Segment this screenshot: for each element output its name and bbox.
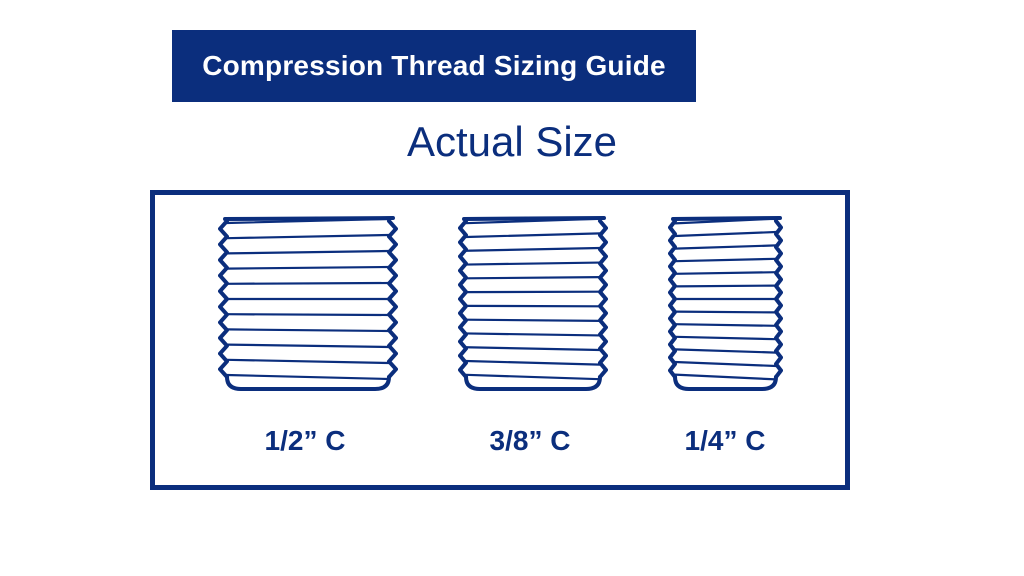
size-label-three-eighths: 3/8” C bbox=[455, 425, 605, 457]
thread-half-icon bbox=[218, 215, 398, 395]
thread-quarter-icon bbox=[668, 215, 783, 395]
threads-row bbox=[155, 215, 845, 405]
labels-row: 1/2” C 3/8” C 1/4” C bbox=[155, 425, 845, 457]
subtitle: Actual Size bbox=[0, 118, 1024, 166]
thread-three-eighths-icon bbox=[458, 215, 608, 395]
title-text: Compression Thread Sizing Guide bbox=[202, 50, 666, 82]
size-frame: 1/2” C 3/8” C 1/4” C bbox=[150, 190, 850, 490]
title-bar: Compression Thread Sizing Guide bbox=[172, 30, 696, 102]
size-label-quarter: 1/4” C bbox=[665, 425, 785, 457]
size-label-half: 1/2” C bbox=[215, 425, 395, 457]
